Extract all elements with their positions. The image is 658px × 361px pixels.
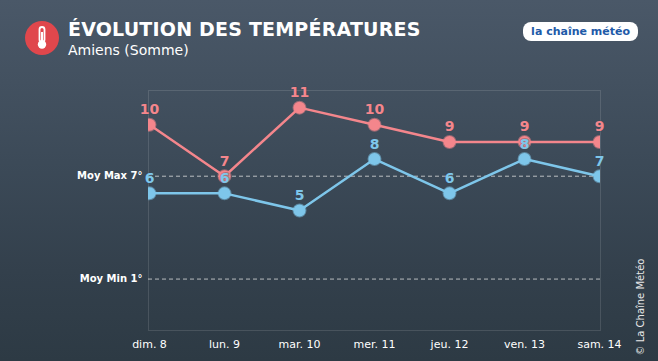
svg-text:11: 11 bbox=[290, 84, 309, 100]
svg-text:7: 7 bbox=[595, 153, 605, 169]
svg-text:dim. 8: dim. 8 bbox=[132, 338, 167, 351]
svg-text:lun. 9: lun. 9 bbox=[209, 338, 240, 351]
svg-text:8: 8 bbox=[520, 136, 530, 152]
svg-text:sam. 14: sam. 14 bbox=[577, 338, 621, 351]
svg-text:Moy Min 1°: Moy Min 1° bbox=[80, 273, 143, 284]
svg-text:ven. 13: ven. 13 bbox=[504, 338, 545, 351]
svg-text:6: 6 bbox=[445, 170, 455, 186]
svg-text:8: 8 bbox=[370, 136, 380, 152]
svg-text:jeu. 12: jeu. 12 bbox=[430, 338, 469, 351]
svg-text:9: 9 bbox=[595, 118, 605, 134]
svg-text:mer. 11: mer. 11 bbox=[354, 338, 396, 351]
svg-text:6: 6 bbox=[220, 170, 230, 186]
html-text:ÉVOLUTION DES TEMPÉRATURES: ÉVOLUTION DES TEMPÉRATURES bbox=[68, 18, 421, 40]
html-text:la chaîne météo: la chaîne météo bbox=[531, 25, 630, 38]
svg-text:5: 5 bbox=[295, 187, 305, 203]
svg-text:Moy Max 7°: Moy Max 7° bbox=[77, 170, 142, 181]
html-text:© La Chaîne Météo: © La Chaîne Météo bbox=[634, 258, 646, 356]
html-text:Amiens (Somme): Amiens (Somme) bbox=[68, 42, 189, 58]
svg-text:6: 6 bbox=[145, 170, 155, 186]
svg-text:9: 9 bbox=[520, 118, 530, 134]
svg-text:7: 7 bbox=[220, 153, 230, 169]
svg-text:10: 10 bbox=[365, 101, 385, 117]
svg-text:mar. 10: mar. 10 bbox=[279, 338, 321, 351]
svg-text:10: 10 bbox=[140, 101, 160, 117]
svg-text:9: 9 bbox=[445, 118, 455, 134]
